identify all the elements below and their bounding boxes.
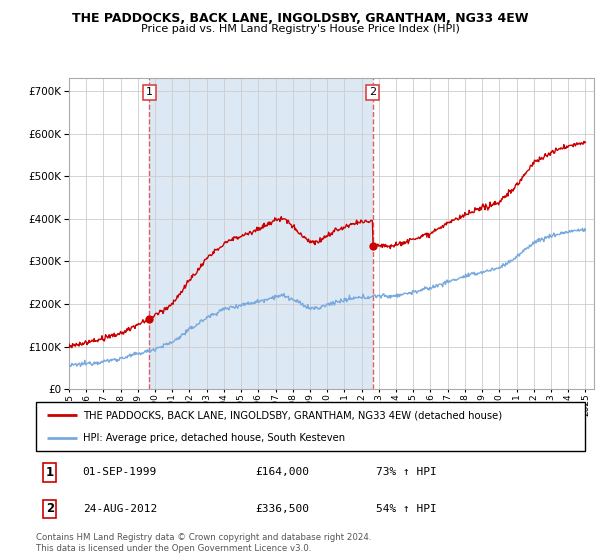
Bar: [149, 78, 373, 389]
Text: 54% ↑ HPI: 54% ↑ HPI: [376, 504, 437, 514]
Text: THE PADDOCKS, BACK LANE, INGOLDSBY, GRANTHAM, NG33 4EW (detached house): THE PADDOCKS, BACK LANE, INGOLDSBY, GRAN…: [83, 410, 502, 421]
Text: THE PADDOCKS, BACK LANE, INGOLDSBY, GRANTHAM, NG33 4EW: THE PADDOCKS, BACK LANE, INGOLDSBY, GRAN…: [72, 12, 528, 25]
FancyBboxPatch shape: [36, 402, 585, 451]
Text: 01-SEP-1999: 01-SEP-1999: [83, 468, 157, 478]
Text: HPI: Average price, detached house, South Kesteven: HPI: Average price, detached house, Sout…: [83, 433, 345, 444]
Text: 2: 2: [369, 87, 376, 97]
Text: 2: 2: [46, 502, 54, 515]
Text: 1: 1: [146, 87, 153, 97]
Text: £336,500: £336,500: [256, 504, 310, 514]
Text: 73% ↑ HPI: 73% ↑ HPI: [376, 468, 437, 478]
Text: £164,000: £164,000: [256, 468, 310, 478]
Text: Price paid vs. HM Land Registry's House Price Index (HPI): Price paid vs. HM Land Registry's House …: [140, 24, 460, 34]
Text: Contains HM Land Registry data © Crown copyright and database right 2024.
This d: Contains HM Land Registry data © Crown c…: [36, 533, 371, 553]
Text: 1: 1: [46, 466, 54, 479]
Text: 24-AUG-2012: 24-AUG-2012: [83, 504, 157, 514]
